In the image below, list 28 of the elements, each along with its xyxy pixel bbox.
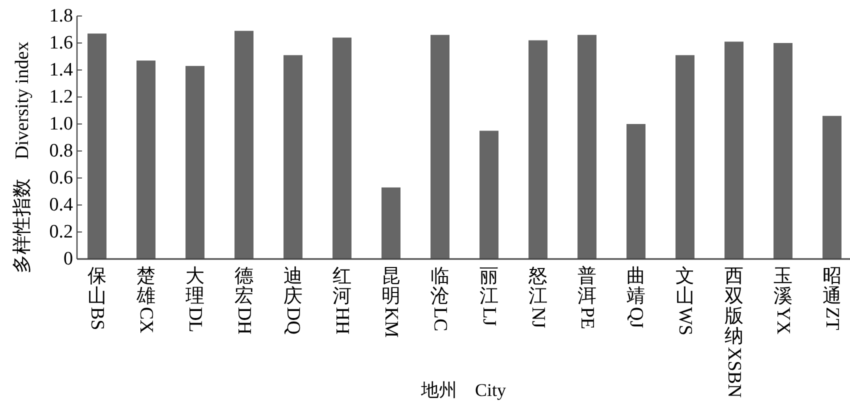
- x-tick-label: 丽江LJ: [478, 266, 500, 326]
- y-tick-label: 1.6: [49, 32, 73, 54]
- x-tick-label: 保山BS: [86, 266, 108, 330]
- x-tick-label: 昭通ZT: [822, 266, 842, 331]
- x-tick-label: 普洱PE: [576, 265, 598, 330]
- x-tick-label: 德宏DH: [234, 266, 254, 335]
- x-tick-label: 红河HH: [332, 266, 352, 335]
- x-tick-label: 临沧LC: [430, 266, 450, 332]
- text: 1.0: [49, 114, 73, 134]
- y-tick-label: 0.2: [49, 222, 73, 242]
- y-axis-title: 多样性指数 Diversity index: [12, 41, 33, 274]
- x-axis-title: 地州 City: [420, 380, 506, 400]
- x-tick-label: 曲靖QJ: [626, 266, 646, 328]
- y-tick-label: 0.4: [49, 194, 74, 216]
- x-tick-label: 大理DL: [184, 266, 206, 332]
- x-tick-label: 文山WS: [674, 266, 696, 336]
- y-tick-label: 0.6: [49, 168, 73, 188]
- y-tick-label: 1.8: [49, 6, 73, 26]
- x-tick-label: 楚雄CX: [136, 266, 156, 334]
- y-tick-label: 0: [64, 248, 73, 270]
- y-tick-label: 1.4: [49, 60, 74, 80]
- x-tick-label: 玉溪YX: [772, 266, 794, 335]
- x-tick-label: 迪庆DQ: [282, 266, 304, 335]
- y-tick-label: 0.8: [49, 140, 73, 162]
- y-tick-label: 1.2: [49, 86, 73, 108]
- x-tick-label: 怒江NJ: [528, 266, 548, 328]
- x-tick-label: 西双版纳XSBN: [724, 266, 744, 398]
- x-tick-label: 昆明KM: [380, 266, 402, 338]
